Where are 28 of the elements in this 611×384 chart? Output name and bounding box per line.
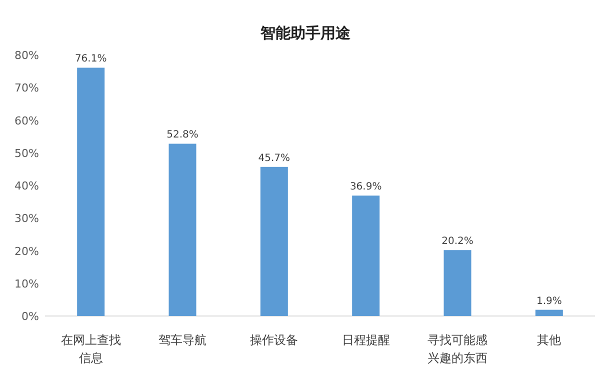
bar: [535, 310, 563, 316]
y-tick-label: 20%: [14, 244, 39, 258]
bar: [260, 166, 288, 316]
data-label: 36.9%: [350, 182, 382, 193]
bar: [352, 196, 380, 316]
x-tick-label: 其他: [537, 333, 562, 347]
x-tick-label: 寻找可能感兴趣的东西: [428, 333, 488, 365]
y-tick-label: 50%: [14, 146, 39, 160]
data-label: 76.1%: [74, 54, 107, 65]
y-tick-label: 80%: [14, 49, 39, 62]
x-tick-label: 操作设备: [250, 333, 298, 347]
y-tick-label: 0%: [22, 310, 39, 323]
y-tick-label: 60%: [14, 114, 39, 128]
y-tick-label: 30%: [14, 212, 39, 226]
x-tick-label: 在网上查找信息: [60, 333, 121, 365]
y-tick-label: 40%: [14, 180, 39, 192]
chart-title: 智能助手用途: [260, 24, 352, 42]
bar: [77, 68, 105, 316]
bar: [444, 250, 472, 316]
data-label: 20.2%: [442, 236, 474, 248]
y-tick-label: 10%: [14, 277, 39, 290]
x-tick-label: 日程提醒: [342, 333, 390, 347]
x-tick-label: 驾车导航: [158, 333, 206, 347]
data-label: 45.7%: [258, 152, 290, 164]
data-label: 52.8%: [166, 130, 198, 141]
y-tick-label: 70%: [14, 82, 39, 95]
bar: [168, 144, 196, 316]
data-label: 1.9%: [536, 296, 562, 307]
